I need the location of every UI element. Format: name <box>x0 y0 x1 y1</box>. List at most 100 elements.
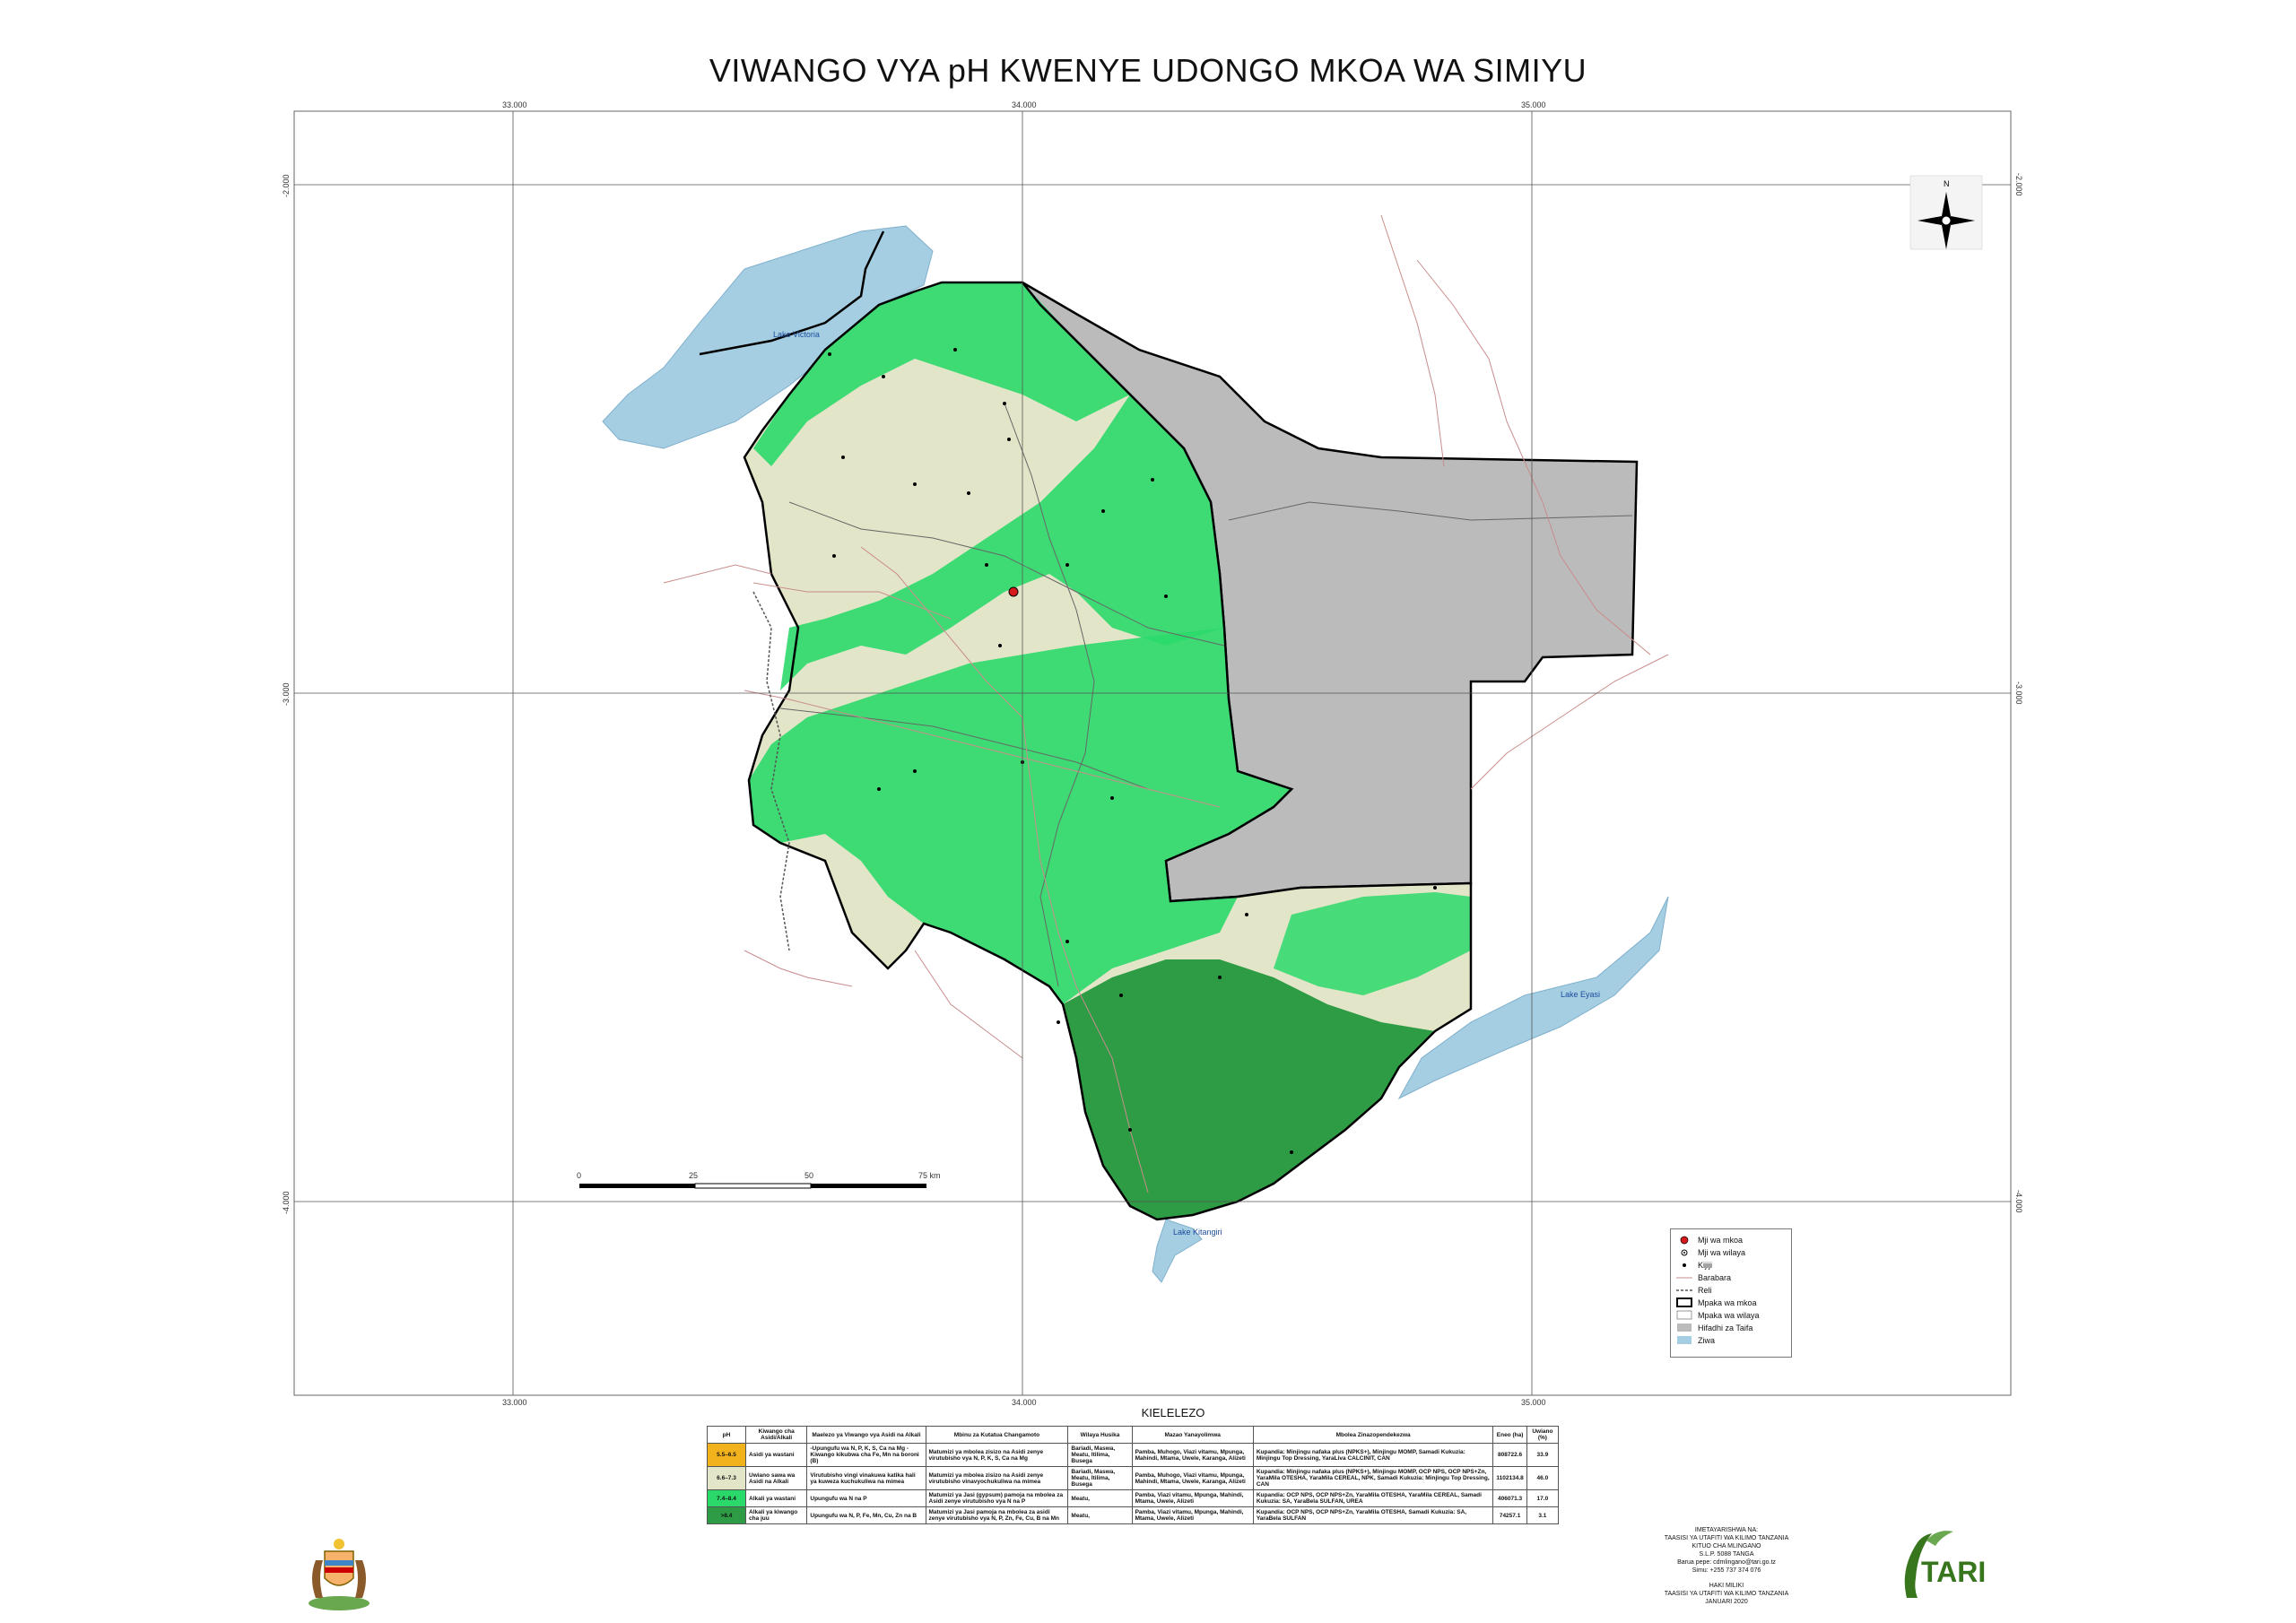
level-cell: Alkali ya wastani <box>744 1489 808 1507</box>
ph-cell: 7.4–8.4 <box>707 1489 746 1507</box>
header-desc: Maelezo ya Viwango vya Asidi na Alkali <box>806 1426 926 1444</box>
district-cell: Bariadi, Maswa, Meatu, Itilima, Busega <box>1067 1443 1133 1467</box>
area-cell: 808722.6 <box>1492 1443 1527 1467</box>
legend-item: Mpaka wa wilaya <box>1676 1309 1760 1321</box>
legend-item: Kijiji <box>1676 1259 1712 1271</box>
lon-label: 34.000 <box>1012 100 1037 109</box>
publisher-info: IMETAYARISHWA NA: TAASISI YA UTAFITI WA … <box>1664 1527 1789 1605</box>
area-cell: 1102134.8 <box>1492 1466 1527 1490</box>
ph-cell: 6.6–7.3 <box>707 1466 746 1490</box>
tari-logo-icon: TARI <box>1904 1531 1986 1598</box>
region-boundary-lake-segment <box>699 230 885 356</box>
latitude-labels-left: -2.000 -3.000 -4.000 <box>282 174 291 1214</box>
table-row: 6.6–7.3 Uwiano sawa wa Asidi na Alkali V… <box>707 1466 1560 1490</box>
district-boundaries <box>779 403 1633 987</box>
lake-icon <box>1676 1335 1692 1345</box>
legend-item: Hifadhi za Taifa <box>1676 1322 1752 1333</box>
desc-cell: Virutubisho vingi vinakuwa katika hali y… <box>806 1466 926 1490</box>
longitude-labels-bottom: 33.000 34.000 35.000 <box>502 1398 1546 1407</box>
method-cell: Matumizi ya mbolea zisizo na Asidi zenye… <box>925 1443 1069 1467</box>
soil-zone-bright-green <box>780 395 1224 690</box>
method-cell: Matumizi ya mbolea zisizo na Asidi zenye… <box>925 1466 1069 1490</box>
village-points <box>828 348 1437 1154</box>
longitude-labels-top: 33.000 34.000 35.000 <box>502 100 1546 109</box>
lat-label: -2.000 <box>282 174 291 197</box>
district-cell: Meatu, <box>1067 1489 1133 1507</box>
ratio-cell: 3.1 <box>1526 1506 1560 1524</box>
table-header-row: pH Kiwango cha Asidi/Alkali Maelezo ya V… <box>707 1426 1560 1444</box>
lon-label: 34.000 <box>1012 1398 1037 1407</box>
header-level: Kiwango cha Asidi/Alkali <box>744 1426 808 1444</box>
method-cell: Matumizi ya Jasi pamoja na mbolea za asi… <box>925 1506 1069 1524</box>
north-arrow: N <box>1909 175 1983 250</box>
scale-label: 75 km <box>918 1171 941 1180</box>
lat-label: -4.000 <box>2014 1190 2023 1213</box>
lake-kitangiri-label: Lake Kitangiri <box>1173 1228 1222 1237</box>
roads <box>663 214 1669 1193</box>
ratio-cell: 33.9 <box>1526 1443 1560 1467</box>
crops-cell: Pamba, Muhogo, Viazi vitamu, Mpunga, Mah… <box>1131 1466 1254 1490</box>
header-crops: Mazao Yanayolimwa <box>1131 1426 1254 1444</box>
crops-cell: Pamba, Viazi vitamu, Mpunga, Mahindi, Mt… <box>1131 1489 1254 1507</box>
header-ratio: Uwiano (%) <box>1526 1426 1560 1444</box>
north-label: N <box>1944 179 1950 188</box>
lake-eyasi-label: Lake Eyasi <box>1561 990 1600 999</box>
area-cell: 406071.3 <box>1492 1489 1527 1507</box>
fertilizer-cell: Kupandia: Minjingu nafaka plus (NPKS+), … <box>1252 1443 1494 1467</box>
map-title: VIWANGO VYA pH KWENYE UDONGO MKOA WA SIM… <box>709 52 1587 89</box>
method-cell: Matumizi ya Jasi (gypsum) pamoja na mbol… <box>925 1489 1069 1507</box>
railway-icon <box>1676 1285 1692 1295</box>
legend-item: Reli <box>1676 1284 1712 1296</box>
scale-label: 50 <box>804 1171 813 1180</box>
fertilizer-cell: Kupandia: OCP NPS, OCP NPS+Zn, YaraMila … <box>1252 1506 1494 1524</box>
tari-logo-text: TARI <box>1921 1556 1986 1588</box>
desc-cell: Upungufu wa N, P, Fe, Mn, Cu, Zn na B <box>806 1506 926 1524</box>
lake-eyasi <box>1397 896 1669 1100</box>
ratio-cell: 46.0 <box>1526 1466 1560 1490</box>
graticule <box>294 111 2011 1395</box>
desc-cell: -Upungufu wa N, P, K, S, Ca na Mg -Kiwan… <box>806 1443 926 1467</box>
compass-rose-icon <box>1918 192 1975 249</box>
fertilizer-cell: Kupandia: OCP NPS, OCP NPS+Zn, YaraMila … <box>1252 1489 1494 1507</box>
district-boundary-icon <box>1676 1310 1692 1320</box>
map-legend: Mji wa mkoa Mji wa wilaya Kijiji Barabar… <box>1670 1228 1792 1358</box>
fertilizer-cell: Kupandia: Minjingu nafaka plus (NPKS+), … <box>1252 1466 1494 1490</box>
legend-item: Barabara <box>1676 1271 1731 1283</box>
lon-label: 33.000 <box>502 100 527 109</box>
lat-label: -4.000 <box>282 1191 291 1214</box>
legend-item: Mpaka wa mkoa <box>1676 1297 1757 1308</box>
desc-cell: Upungufu wa N na P <box>806 1489 926 1507</box>
lat-label: -2.000 <box>2014 173 2023 196</box>
lat-label: -3.000 <box>2014 681 2023 705</box>
legend-item: Mji wa wilaya <box>1676 1246 1745 1258</box>
scale-bar: 0 25 50 75 km <box>577 1171 941 1189</box>
lake-victoria <box>602 225 934 449</box>
regional-town-icon <box>1676 1235 1692 1245</box>
coat-of-arms-icon <box>309 1539 370 1610</box>
village-icon <box>1676 1260 1692 1270</box>
region-boundary <box>743 281 1473 1221</box>
tari-logo: TARI <box>1891 1524 1989 1610</box>
soil-zone-bright-green <box>753 282 1130 466</box>
soil-zone-dark-green <box>1063 959 1435 1219</box>
lake-victoria-label: Lake Victoria <box>773 330 820 339</box>
soil-zone-bright-green <box>749 628 1292 1004</box>
header-ph: pH <box>707 1426 746 1444</box>
latitude-labels-right: -2.000 -3.000 -4.000 <box>2014 173 2023 1213</box>
header-fertilizer: Mbolea Zinazopendekezwa <box>1252 1426 1494 1444</box>
table-row: 5.5–6.5 Asidi ya wastani -Upungufu wa N,… <box>707 1443 1560 1467</box>
ph-cell: 5.5–6.5 <box>707 1443 746 1467</box>
national-park-icon <box>1676 1323 1692 1332</box>
scale-label: 0 <box>577 1171 581 1180</box>
area-cell: 74257.1 <box>1492 1506 1527 1524</box>
ratio-cell: 17.0 <box>1526 1489 1560 1507</box>
lat-label: -3.000 <box>282 682 291 706</box>
scale-label: 25 <box>689 1171 698 1180</box>
lon-label: 35.000 <box>1521 1398 1546 1407</box>
level-cell: Asidi ya wastani <box>744 1443 808 1467</box>
railway <box>752 591 790 951</box>
crops-cell: Pamba, Viazi vitamu, Mpunga, Mahindi, Mt… <box>1131 1506 1254 1524</box>
lon-label: 35.000 <box>1521 100 1546 109</box>
header-district: Wilaya Husika <box>1067 1426 1133 1444</box>
